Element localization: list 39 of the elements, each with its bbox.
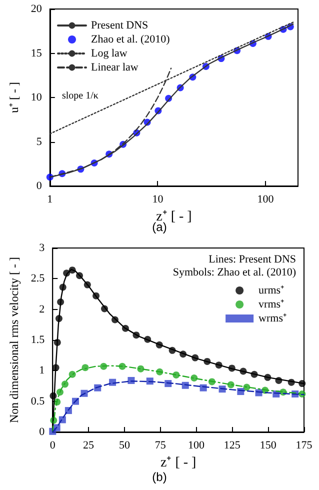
- x-tick-label: 100: [257, 194, 274, 206]
- text: (a): [152, 220, 167, 234]
- y-tick-label: 0: [39, 426, 46, 438]
- legend-label: Linear law: [91, 62, 138, 74]
- y-tick-label: 0.5: [30, 395, 46, 408]
- x-tick-label: 10: [152, 194, 164, 206]
- x-tick-label: 100: [188, 440, 206, 452]
- y-tick-label: 1: [39, 364, 45, 377]
- y-tick-label: 3: [39, 242, 46, 254]
- annotation: Symbols: Zhao et al. (2010): [172, 266, 296, 278]
- y-axis-title: Non dimensional rms velocity [ - ]: [7, 257, 21, 423]
- x-axis-title: z⁺ [ - ]: [160, 455, 196, 470]
- x-tick-label: 150: [260, 440, 277, 452]
- text: (b): [152, 470, 167, 484]
- annotation: Lines: Present DNS: [208, 254, 296, 266]
- y-tick-label: 2.5: [30, 272, 46, 285]
- legend-label: wrms⁺: [258, 312, 288, 324]
- y-tick-label: 20: [30, 3, 42, 15]
- y-tick-label: 5: [36, 136, 42, 148]
- legend-label: Zhao et al. (2010): [91, 34, 170, 46]
- point: [62, 380, 68, 388]
- y-tick-label: 0: [36, 180, 42, 192]
- y-tick-label: 2: [39, 303, 45, 316]
- legend-label: urms⁺: [258, 284, 285, 296]
- x-tick-label: 175: [296, 440, 313, 452]
- y-tick-label: 1.5: [30, 334, 46, 346]
- legend-label: vrms⁺: [258, 298, 285, 310]
- y-axis-title: u⁺ [ - ]: [7, 82, 21, 113]
- annotation: slope 1/κ: [62, 90, 98, 102]
- legend-label: Present DNS: [91, 20, 148, 32]
- x-tick-label: 125: [224, 440, 241, 452]
- x-tick-label: 50: [118, 440, 130, 452]
- legend-label: Log law: [91, 48, 128, 60]
- x-tick-label: 25: [83, 440, 95, 452]
- x-tick-label: 1: [47, 194, 53, 206]
- y-tick-label: 10: [30, 92, 42, 104]
- y-tick-label: 15: [30, 47, 42, 60]
- x-tick-label: 75: [154, 440, 166, 452]
- x-tick-label: 0: [50, 440, 56, 452]
